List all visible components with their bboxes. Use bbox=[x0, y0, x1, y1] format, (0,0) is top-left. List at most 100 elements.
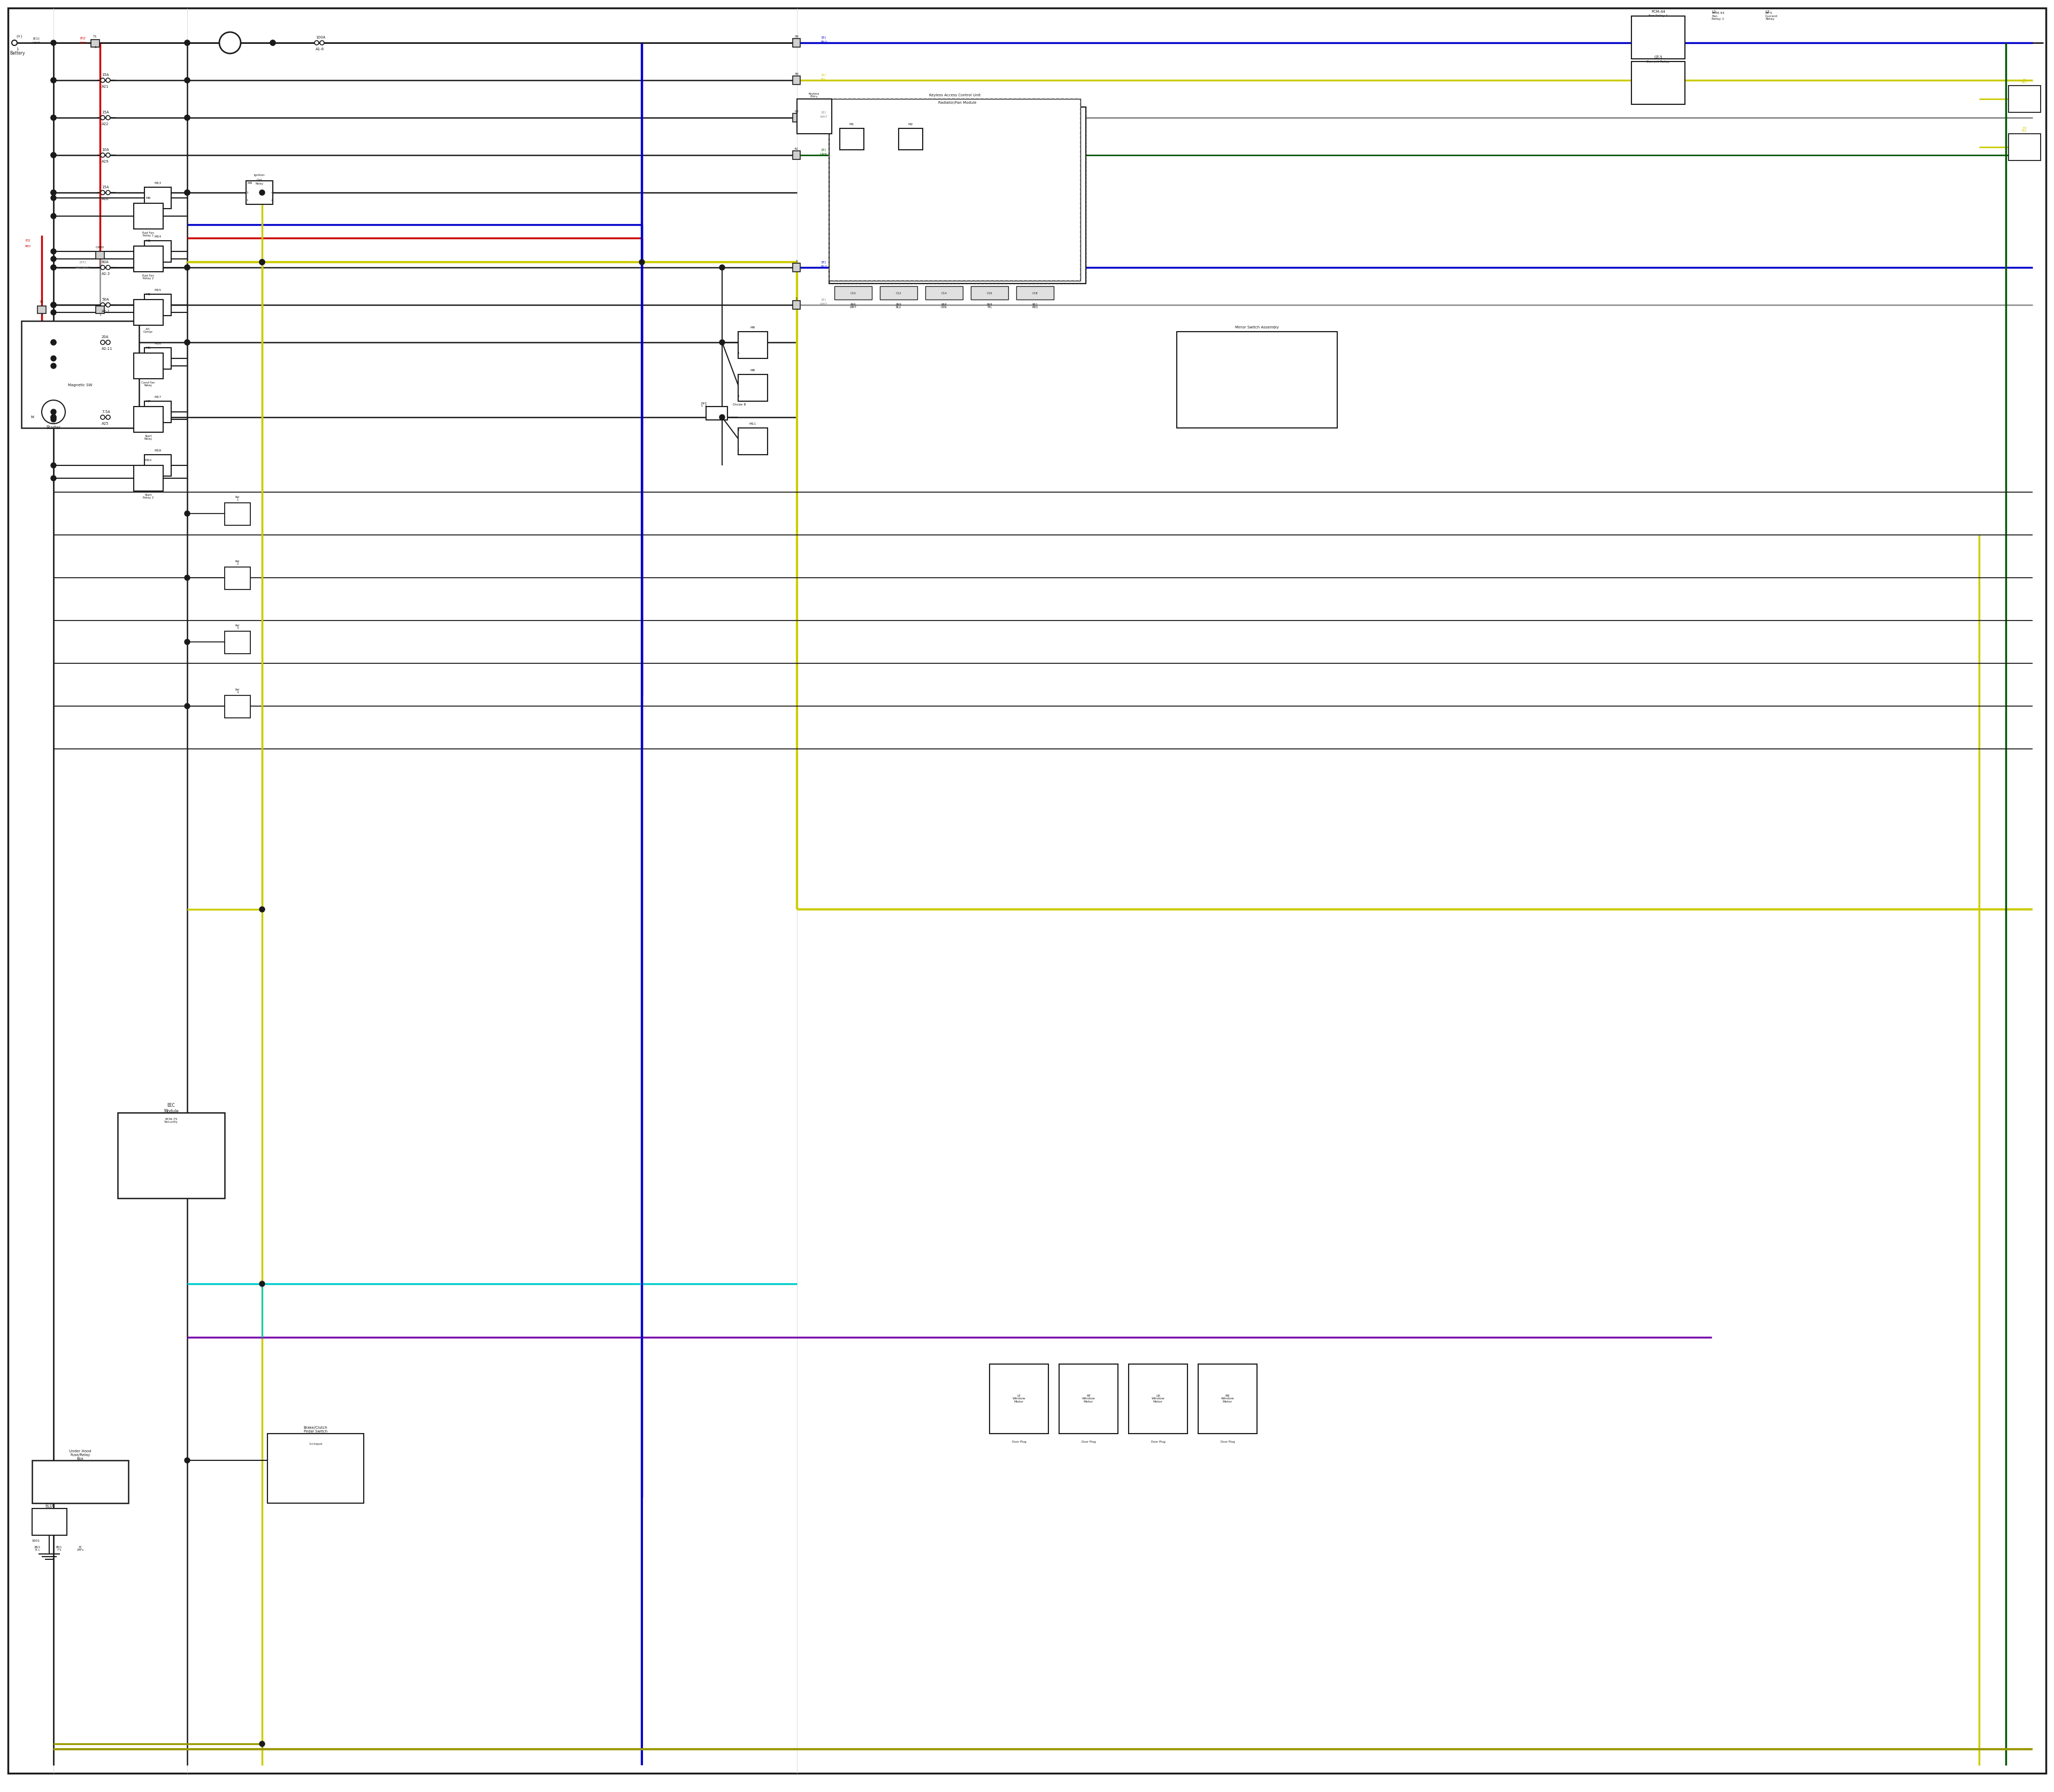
Text: T4: T4 bbox=[39, 301, 43, 303]
Circle shape bbox=[51, 414, 55, 419]
Bar bbox=[737, 375, 768, 401]
Text: 2B/1
Y S: 2B/1 Y S bbox=[55, 1546, 62, 1552]
Bar bbox=[1631, 61, 1684, 104]
Text: A2-3: A2-3 bbox=[101, 272, 111, 276]
Text: Door Plug: Door Plug bbox=[1080, 1441, 1095, 1443]
Circle shape bbox=[185, 77, 189, 82]
Circle shape bbox=[185, 190, 189, 195]
Bar bbox=[134, 407, 162, 432]
Bar bbox=[134, 466, 162, 491]
Text: [*]: [*] bbox=[700, 401, 707, 407]
Text: ELD: ELD bbox=[45, 1503, 53, 1509]
Text: Battery: Battery bbox=[10, 52, 25, 56]
Bar bbox=[1017, 287, 1054, 299]
Text: M17: M17 bbox=[154, 396, 162, 398]
Bar bbox=[990, 1364, 1048, 1434]
Circle shape bbox=[101, 152, 105, 158]
Bar bbox=[834, 287, 871, 299]
Text: 8R8
TEL: 8R8 TEL bbox=[986, 303, 992, 308]
Text: Door Plug: Door Plug bbox=[1150, 1441, 1165, 1443]
Bar bbox=[830, 108, 1087, 283]
Circle shape bbox=[185, 1457, 189, 1462]
Circle shape bbox=[220, 32, 240, 54]
Bar bbox=[830, 108, 1087, 283]
Text: 1: 1 bbox=[94, 47, 97, 48]
Text: 2B/1
R L: 2B/1 R L bbox=[35, 1546, 41, 1552]
Bar bbox=[144, 348, 170, 369]
Circle shape bbox=[51, 265, 55, 271]
Circle shape bbox=[51, 265, 55, 271]
Text: 60: 60 bbox=[795, 109, 799, 113]
Text: YEL: YEL bbox=[822, 77, 828, 81]
Text: Magnetic SW: Magnetic SW bbox=[68, 383, 92, 387]
Text: A1-6: A1-6 bbox=[316, 48, 325, 50]
Text: 8R8
BLU: 8R8 BLU bbox=[896, 303, 902, 308]
Circle shape bbox=[719, 340, 725, 346]
Text: [EJ]: [EJ] bbox=[80, 38, 86, 39]
Circle shape bbox=[320, 41, 325, 45]
Text: Keyless Access Control Unit: Keyless Access Control Unit bbox=[928, 93, 980, 97]
Circle shape bbox=[51, 475, 55, 480]
Text: 1: 1 bbox=[41, 314, 43, 315]
Circle shape bbox=[101, 115, 105, 120]
Text: M8: M8 bbox=[146, 240, 150, 242]
Circle shape bbox=[107, 265, 111, 269]
Circle shape bbox=[51, 115, 55, 120]
Text: 59: 59 bbox=[795, 36, 799, 38]
Text: 1: 1 bbox=[16, 48, 18, 50]
Circle shape bbox=[185, 115, 189, 120]
Text: C18: C18 bbox=[1033, 292, 1037, 294]
Text: 20A: 20A bbox=[101, 335, 109, 339]
Text: E1
YEL: E1 YEL bbox=[2021, 79, 2027, 84]
Text: S001: S001 bbox=[33, 1539, 41, 1541]
Circle shape bbox=[107, 152, 111, 158]
Circle shape bbox=[185, 340, 189, 346]
Bar bbox=[793, 301, 801, 310]
Text: LR
Window
Motor: LR Window Motor bbox=[1152, 1394, 1165, 1403]
Circle shape bbox=[185, 511, 189, 516]
Text: M16: M16 bbox=[154, 342, 162, 344]
Circle shape bbox=[271, 39, 275, 45]
Bar bbox=[1177, 332, 1337, 428]
Circle shape bbox=[107, 416, 111, 419]
Text: M: M bbox=[51, 409, 55, 414]
Circle shape bbox=[185, 39, 189, 45]
Text: Start
Relay 2: Start Relay 2 bbox=[142, 493, 154, 500]
Circle shape bbox=[51, 418, 55, 423]
Text: Ignition: Ignition bbox=[255, 174, 265, 177]
Text: [E]: [E] bbox=[822, 73, 826, 77]
Text: M4: M4 bbox=[246, 181, 253, 185]
Text: [EE]: [EE] bbox=[80, 262, 86, 263]
Text: C10: C10 bbox=[850, 292, 857, 294]
Text: 50A: 50A bbox=[101, 297, 109, 301]
Text: LF
Window
Motor: LF Window Motor bbox=[1013, 1394, 1025, 1403]
Text: Relay: Relay bbox=[255, 183, 263, 185]
Text: Rel
3: Rel 3 bbox=[236, 624, 240, 629]
Bar bbox=[33, 1509, 68, 1536]
Circle shape bbox=[259, 260, 265, 265]
Text: [E]: [E] bbox=[822, 262, 826, 263]
Circle shape bbox=[51, 256, 55, 262]
Bar bbox=[134, 299, 162, 324]
Bar bbox=[267, 1434, 364, 1503]
Circle shape bbox=[185, 190, 189, 195]
Text: M18: M18 bbox=[154, 450, 162, 452]
Bar bbox=[144, 294, 170, 315]
Circle shape bbox=[314, 41, 318, 45]
Text: A25: A25 bbox=[101, 423, 109, 425]
Circle shape bbox=[101, 79, 105, 82]
Text: M14: M14 bbox=[154, 235, 162, 238]
Text: GT-5: GT-5 bbox=[1653, 56, 1662, 59]
Text: RR
Window
Motor: RR Window Motor bbox=[1220, 1394, 1234, 1403]
Text: BLU: BLU bbox=[820, 41, 828, 43]
Bar bbox=[1060, 1364, 1117, 1434]
Circle shape bbox=[101, 303, 105, 306]
Bar bbox=[224, 504, 251, 525]
Text: M6: M6 bbox=[146, 346, 150, 349]
Bar bbox=[224, 566, 251, 590]
Text: Rad Fan
Relay 2: Rad Fan Relay 2 bbox=[142, 274, 154, 280]
Text: [E]: [E] bbox=[822, 111, 826, 113]
Bar bbox=[797, 99, 832, 134]
Bar bbox=[793, 151, 801, 159]
Circle shape bbox=[259, 1742, 265, 1747]
